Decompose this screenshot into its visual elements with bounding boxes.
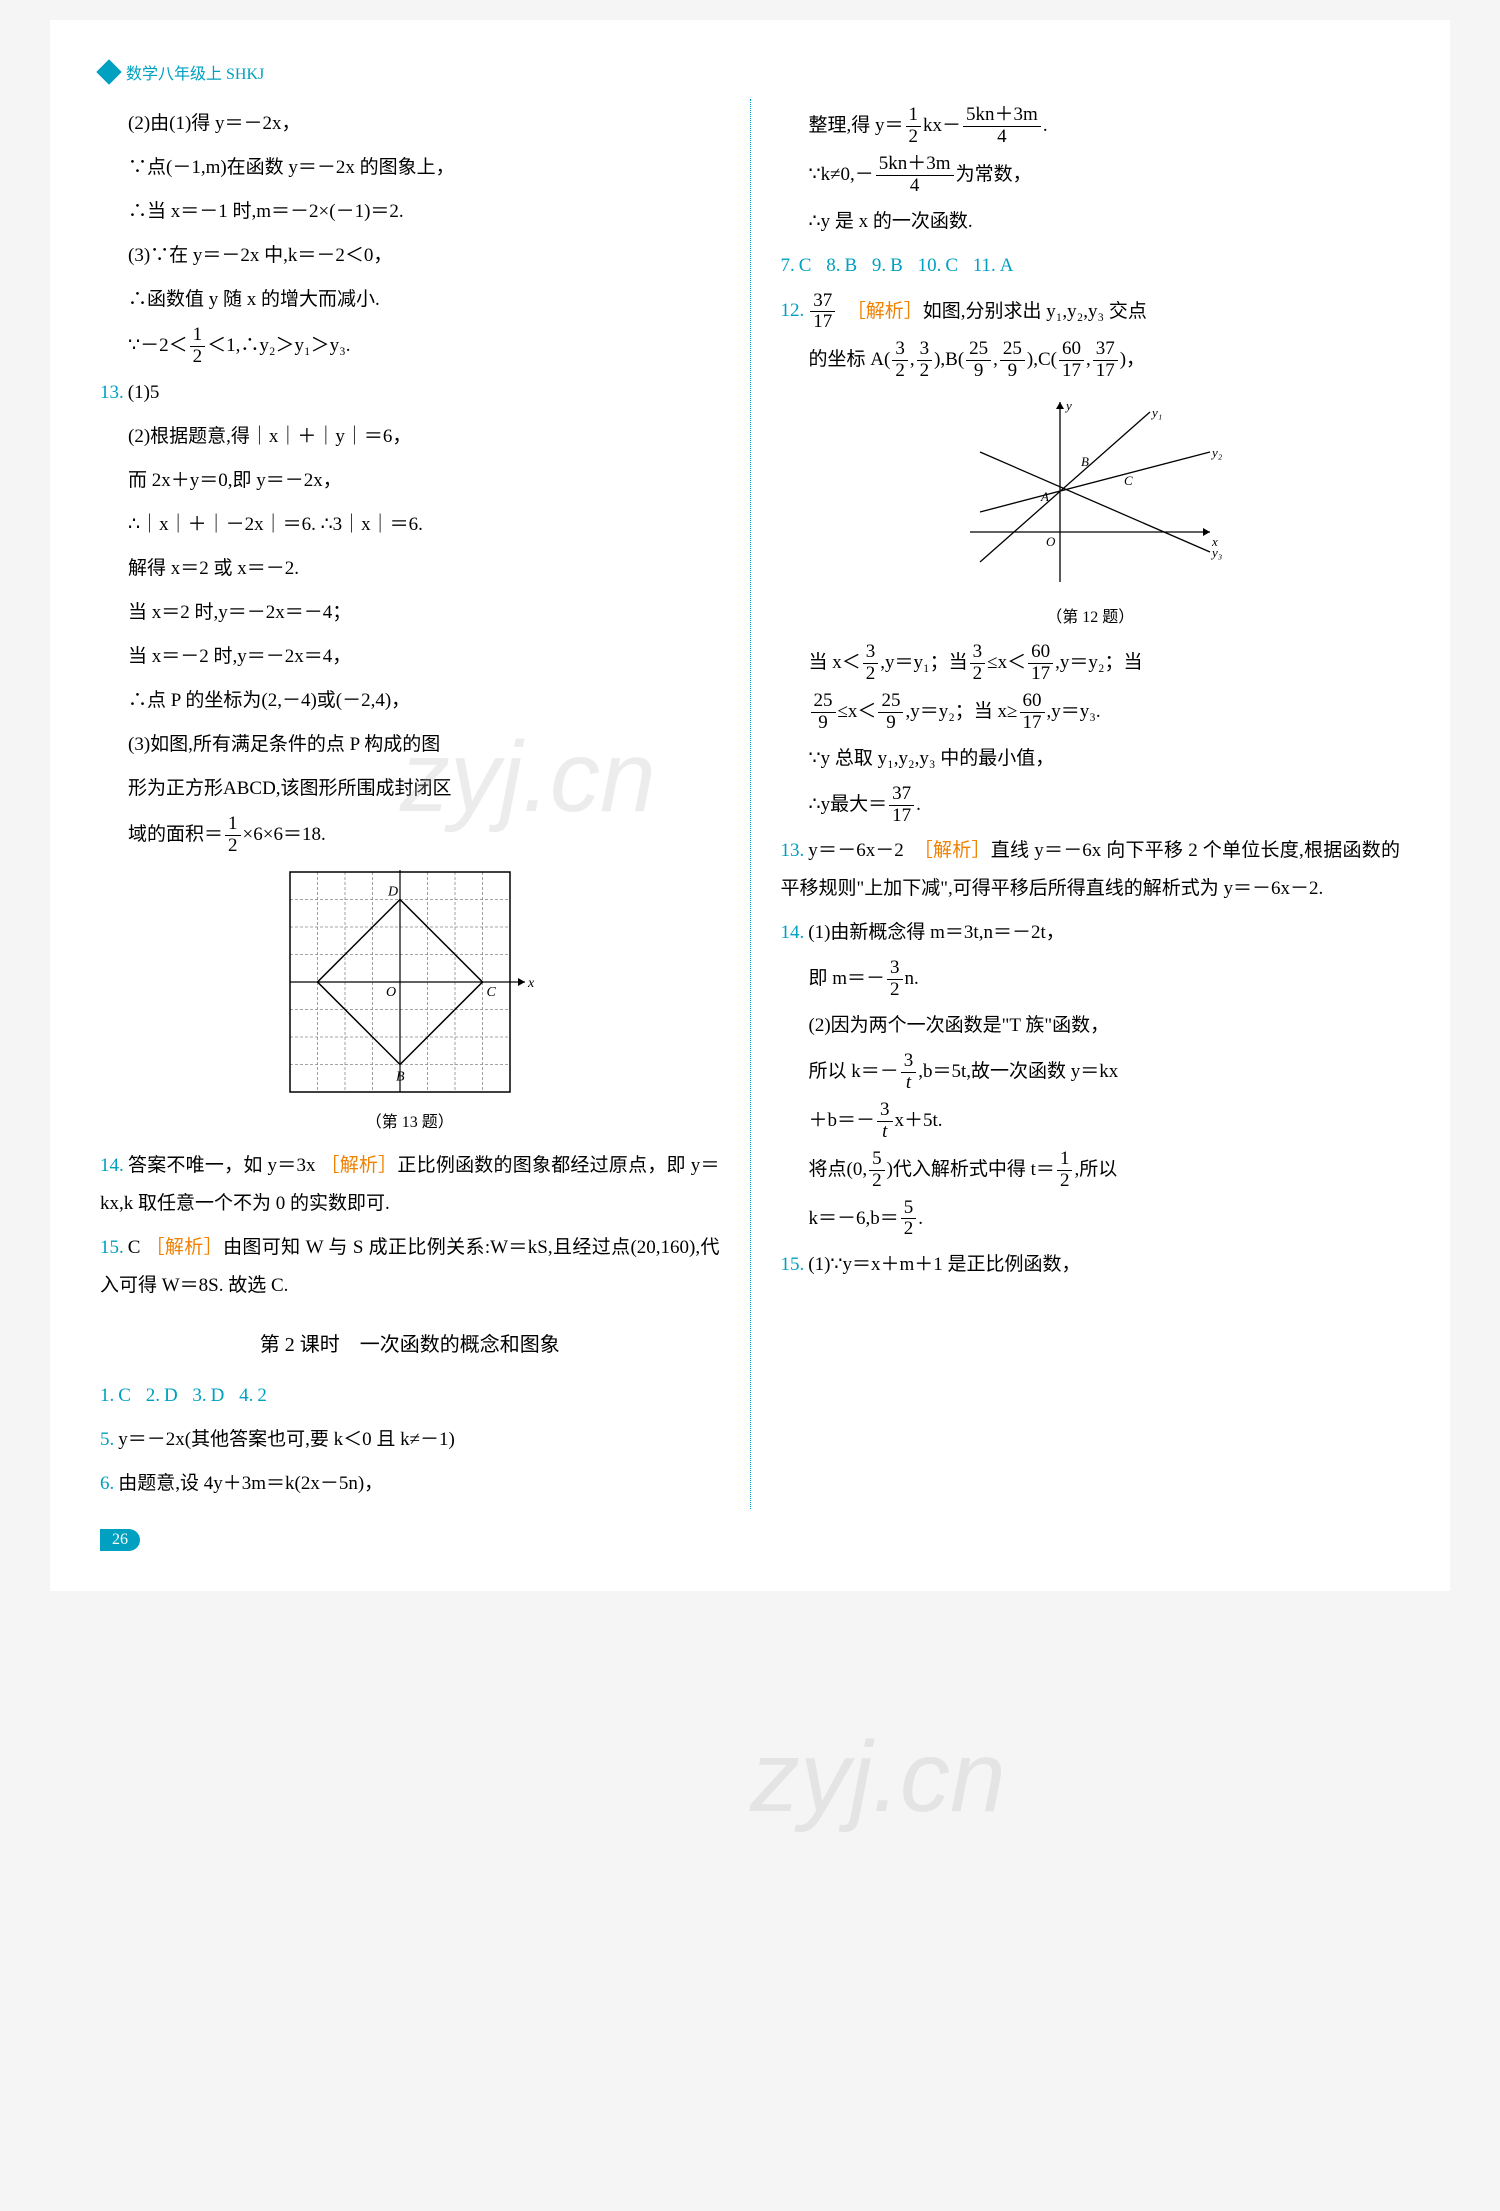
book-icon	[96, 59, 121, 84]
text-line: (2)根据题意,得｜x｜＋｜y｜＝6，	[100, 418, 720, 456]
text-line: k＝－6,b＝52.	[781, 1198, 1401, 1241]
text-line: 形为正方形ABCD,该图形所围成封闭区	[100, 770, 720, 808]
svg-text:B: B	[396, 1069, 405, 1084]
svg-text:y: y	[1064, 398, 1072, 413]
svg-text:C: C	[486, 985, 496, 1000]
question-13-right: 13.y＝－6x－2 ［解析］直线 y＝－6x 向下平移 2 个单位长度,根据函…	[781, 832, 1401, 908]
text-line: ∴函数值 y 随 x 的增大而减小.	[100, 281, 720, 319]
text-line: ＋b＝－3tx＋5t.	[781, 1100, 1401, 1143]
left-column: (2)由(1)得 y＝－2x， ∵点(－1,m)在函数 y＝－2x 的图象上， …	[100, 99, 720, 1509]
analysis-label: ［解析］	[146, 1237, 224, 1258]
figure-12-diagram: yy₁y₂y₃xOABC	[950, 392, 1230, 592]
svg-text:x: x	[1211, 534, 1218, 549]
text-line: 而 2x＋y＝0,即 y＝－2x，	[100, 462, 720, 500]
text-line: 的坐标 A(32,32),B(259,259),C(6017,3717)，	[781, 339, 1401, 382]
text-line: ∵y 总取 y₁,y₂,y₃ 中的最小值，	[781, 740, 1401, 778]
figure-13-diagram: D O C Bx	[285, 867, 535, 1097]
text-line: 即 m＝－32n.	[781, 958, 1401, 1001]
svg-text:C: C	[1124, 473, 1133, 488]
question-number: 15.	[100, 1237, 124, 1258]
analysis-label: ［解析］	[320, 1155, 397, 1176]
right-column: 整理,得 y＝12kx－5kn＋3m4. ∵k≠0,－5kn＋3m4为常数， ∴…	[781, 99, 1401, 1509]
question-15: 15.C ［解析］由图可知 W 与 S 成正比例关系:W＝kS,且经过点(20,…	[100, 1229, 720, 1305]
question-15-right: 15.(1)∵y＝x＋m＋1 是正比例函数，	[781, 1246, 1401, 1284]
text-line: 所以 k＝－3t,b＝5t,故一次函数 y＝kx	[781, 1051, 1401, 1094]
section-2-title: 第 2 课时 一次函数的概念和图象	[100, 1325, 720, 1365]
text-line: (3)∵在 y＝－2x 中,k＝－2＜0，	[100, 237, 720, 275]
text-line: 解得 x＝2 或 x＝－2.	[100, 550, 720, 588]
analysis-label: ［解析］	[923, 840, 991, 861]
text-line: 当 x＝2 时,y＝－2x＝－4；	[100, 594, 720, 632]
question-14-right: 14.(1)由新概念得 m＝3t,n＝－2t，	[781, 914, 1401, 952]
svg-text:x: x	[527, 976, 535, 991]
page: zyj.cn zyj.cn 数学八年级上 SHKJ (2)由(1)得 y＝－2x…	[50, 20, 1450, 1591]
content-columns: (2)由(1)得 y＝－2x， ∵点(－1,m)在函数 y＝－2x 的图象上， …	[100, 99, 1400, 1509]
analysis-label: ［解析］	[856, 300, 923, 321]
question-6: 6.由题意,设 4y＋3m＝k(2x－5n)，	[100, 1465, 720, 1503]
svg-text:O: O	[386, 985, 396, 1000]
page-number: 26	[100, 1529, 140, 1551]
column-divider	[750, 99, 751, 1509]
question-14: 14.答案不唯一，如 y＝3x ［解析］正比例函数的图象都经过原点，即 y＝kx…	[100, 1147, 720, 1223]
svg-text:A: A	[1040, 489, 1049, 504]
text-line: (2)因为两个一次函数是"T 族"函数，	[781, 1007, 1401, 1045]
short-answers-row: 1.C 2.D 3.D 4.2	[100, 1377, 720, 1415]
text-line: 域的面积＝12×6×6＝18.	[100, 814, 720, 857]
figure-12-caption: （第 12 题）	[781, 602, 1401, 634]
text-line: (3)如图,所有满足条件的点 P 构成的图	[100, 726, 720, 764]
svg-text:y₂: y₂	[1210, 445, 1223, 460]
text-line: ∵点(－1,m)在函数 y＝－2x 的图象上，	[100, 149, 720, 187]
short-answers-row: 7.C 8.B 9.B 10.C 11.A	[781, 247, 1401, 285]
question-number: 13.	[100, 382, 124, 403]
text-line: ∵－2＜12＜1,∴y₂＞y₁＞y₃.	[100, 325, 720, 368]
text-line: 当 x＜32,y＝y₁；当32≤x＜6017,y＝y₂；当	[781, 642, 1401, 685]
svg-text:B: B	[1081, 454, 1089, 469]
question-13: 13.(1)5	[100, 374, 720, 412]
svg-text:y₁: y₁	[1150, 405, 1162, 420]
watermark-2: zyj.cn	[750, 1720, 1006, 1835]
text-line: (2)由(1)得 y＝－2x，	[100, 105, 720, 143]
svg-text:O: O	[1046, 534, 1056, 549]
figure-13-caption: （第 13 题）	[100, 1107, 720, 1139]
text-line: ∴当 x＝－1 时,m＝－2×(－1)＝2.	[100, 193, 720, 231]
text-line: 259≤x＜259,y＝y₂；当 x≥6017,y＝y₃.	[781, 691, 1401, 734]
text-line: ∴点 P 的坐标为(2,－4)或(－2,4)，	[100, 682, 720, 720]
page-header: 数学八年级上 SHKJ	[100, 60, 1400, 84]
text-line: 将点(0,52)代入解析式中得 t＝12,所以	[781, 1149, 1401, 1192]
question-5: 5.y＝－2x(其他答案也可,要 k＜0 且 k≠－1)	[100, 1421, 720, 1459]
text-line: ∴y最大＝3717.	[781, 784, 1401, 827]
svg-text:D: D	[387, 884, 398, 899]
text-line: 当 x＝－2 时,y＝－2x＝4，	[100, 638, 720, 676]
question-12: 12.3717 ［解析］如图,分别求出 y₁,y₂,y₃ 交点	[781, 291, 1401, 334]
text-line: ∴｜x｜＋｜－2x｜＝6. ∴3｜x｜＝6.	[100, 506, 720, 544]
text-line: 整理,得 y＝12kx－5kn＋3m4.	[781, 105, 1401, 148]
text-line: ∵k≠0,－5kn＋3m4为常数，	[781, 154, 1401, 197]
question-number: 14.	[100, 1155, 124, 1176]
text-line: ∴y 是 x 的一次函数.	[781, 203, 1401, 241]
header-subject: 数学八年级上 SHKJ	[126, 60, 264, 84]
